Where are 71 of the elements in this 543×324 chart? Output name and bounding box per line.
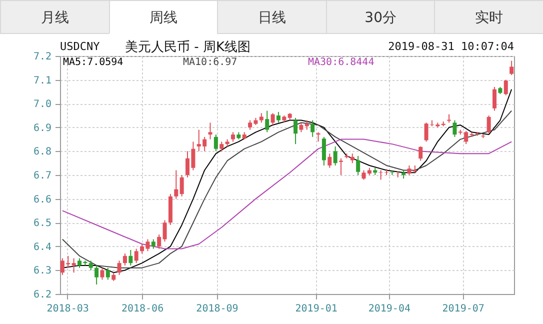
x-tick-label: 2019-01 [295, 304, 338, 314]
y-tick-label: 6.7 [33, 170, 52, 182]
candlestick [492, 86, 497, 112]
text: 2019-08-31 10:07:04 [388, 40, 514, 53]
candlestick [322, 136, 326, 166]
candlestick [333, 146, 338, 166]
candlestick [128, 249, 133, 266]
candlestick [230, 132, 235, 142]
candlestick [362, 170, 366, 180]
candlestick [72, 258, 76, 274]
candlestick [407, 164, 412, 176]
text: 30分 [326, 0, 436, 34]
text: 月线 [0, 0, 110, 34]
text: MA10:6.97 [183, 57, 238, 68]
y-tick-label: 6.3 [33, 266, 52, 277]
x-tick-label: 2018-03 [46, 304, 89, 314]
candlestick [162, 220, 167, 242]
candlestick [356, 155, 360, 176]
x-tick-label: 2018-06 [121, 304, 164, 314]
y-tick-label: 6.2 [33, 290, 52, 300]
text: 实时 [434, 0, 543, 34]
y-tick-label: 6.5 [33, 218, 52, 230]
candlestick [276, 111, 280, 124]
candlestick [418, 146, 423, 162]
text: MA5:7.0594 [63, 57, 124, 68]
candlestick [510, 60, 514, 76]
x-tick-label: 2018-09 [196, 304, 238, 314]
x-tick-label: 2019-04 [368, 304, 411, 314]
y-tick-label: 6.8 [33, 146, 52, 158]
candlestick [350, 153, 354, 164]
chart-subtitle: USDCNY [60, 40, 100, 53]
line-series [62, 138, 512, 250]
y-tick-label: 6.9 [33, 122, 52, 134]
candlestick [310, 120, 315, 138]
candlestick [396, 170, 400, 178]
y-tick-label: 6.4 [33, 242, 52, 253]
candlestick [328, 153, 332, 168]
candlestick [504, 79, 508, 96]
candlestick [180, 174, 184, 197]
candlestick [94, 264, 99, 285]
y-tick-label: 7.1 [33, 75, 52, 86]
candlestick [220, 141, 224, 152]
candlestick [270, 112, 275, 126]
candlestick [100, 267, 104, 280]
y-tick-label: 6.6 [33, 194, 52, 206]
candlestick [134, 248, 138, 264]
candlestick [390, 170, 394, 176]
candlestick [174, 170, 178, 200]
candlestick [259, 112, 264, 124]
candlestick [157, 234, 162, 250]
candlestick [214, 134, 218, 152]
candlestick [486, 115, 491, 134]
text: 日线 [217, 0, 327, 34]
candlestick [151, 238, 156, 250]
candlestick [117, 260, 122, 276]
candlestick [294, 117, 298, 145]
candlestick [339, 158, 344, 176]
candlestick [304, 120, 309, 130]
text: 周线 [108, 0, 218, 34]
candlestick [106, 267, 110, 280]
candlestick [122, 253, 127, 266]
x-tick-label: 2019-07 [442, 304, 484, 314]
chart-title: 美元人民币 - 周K线图 [125, 39, 250, 56]
candlestick [208, 122, 212, 140]
candlestick [452, 120, 457, 138]
y-tick-label: 7.2 [33, 52, 52, 62]
candlestick [88, 260, 93, 271]
text: MA30:6.8444 [308, 57, 374, 68]
candlestick [265, 110, 270, 133]
y-tick-label: 7.0 [33, 99, 52, 110]
candlestick [299, 122, 304, 133]
